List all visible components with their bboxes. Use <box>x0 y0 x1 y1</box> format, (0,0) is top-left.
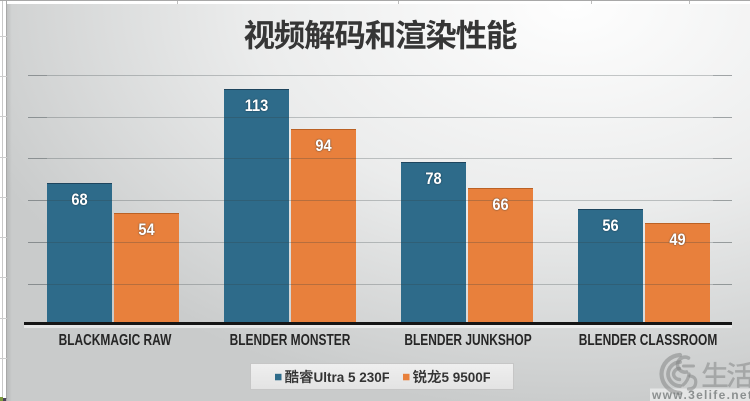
svg-text:5 9500F: 5 9500F <box>441 370 490 385</box>
svg-text:www.3elife.net: www.3elife.net <box>651 388 750 401</box>
svg-text:Ultra 5 230F: Ultra 5 230F <box>313 370 389 385</box>
